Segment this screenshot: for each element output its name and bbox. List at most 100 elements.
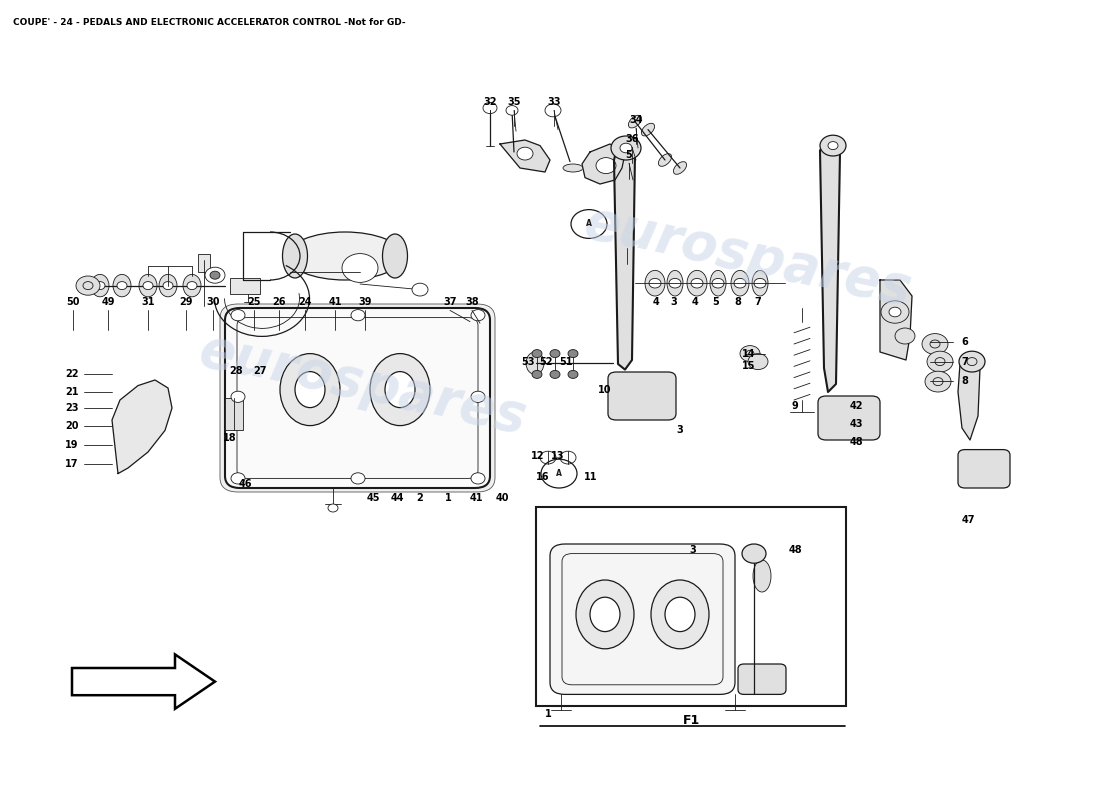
Text: 45: 45 [366, 493, 379, 502]
Polygon shape [958, 356, 980, 440]
Circle shape [568, 350, 578, 358]
Text: 8: 8 [961, 376, 968, 386]
Text: 3: 3 [676, 426, 683, 435]
Circle shape [560, 451, 576, 464]
Ellipse shape [280, 354, 340, 426]
Ellipse shape [183, 274, 201, 297]
Text: 5: 5 [713, 298, 719, 307]
Text: 49: 49 [101, 298, 114, 307]
Text: 40: 40 [495, 493, 508, 502]
Circle shape [517, 147, 534, 160]
Text: 39: 39 [359, 298, 372, 307]
Ellipse shape [385, 371, 415, 407]
Text: 48: 48 [849, 437, 862, 446]
Ellipse shape [754, 560, 771, 592]
Circle shape [959, 351, 985, 372]
Text: 51: 51 [559, 357, 573, 366]
Circle shape [734, 278, 746, 288]
Text: 9: 9 [792, 401, 799, 410]
Ellipse shape [651, 580, 710, 649]
Text: A: A [586, 219, 592, 229]
Circle shape [828, 142, 838, 150]
Ellipse shape [370, 354, 430, 426]
Text: 12: 12 [531, 451, 544, 461]
Text: 19: 19 [65, 440, 79, 450]
Text: 7: 7 [961, 357, 968, 366]
Text: eurospares: eurospares [580, 196, 916, 316]
Ellipse shape [139, 274, 157, 297]
Circle shape [532, 370, 542, 378]
FancyBboxPatch shape [738, 664, 786, 694]
Circle shape [925, 371, 952, 392]
Bar [198, 254, 210, 272]
Text: 30: 30 [207, 298, 220, 307]
Ellipse shape [732, 270, 749, 296]
Circle shape [881, 301, 909, 323]
Text: 10: 10 [598, 386, 612, 395]
Text: 5: 5 [626, 150, 632, 160]
Text: 6: 6 [961, 338, 968, 347]
FancyBboxPatch shape [550, 544, 735, 694]
Text: 22: 22 [65, 370, 79, 379]
Ellipse shape [91, 274, 109, 297]
Circle shape [544, 104, 561, 117]
Circle shape [187, 282, 197, 290]
Polygon shape [880, 280, 912, 360]
FancyBboxPatch shape [608, 372, 676, 420]
FancyBboxPatch shape [958, 450, 1010, 488]
Text: 15: 15 [742, 362, 756, 371]
Text: 35: 35 [507, 98, 520, 107]
Circle shape [351, 473, 365, 484]
Text: A: A [557, 469, 562, 478]
Circle shape [163, 282, 173, 290]
Circle shape [596, 158, 616, 174]
Text: 13: 13 [551, 451, 564, 461]
Circle shape [820, 135, 846, 156]
Ellipse shape [526, 352, 544, 374]
Circle shape [532, 350, 542, 358]
Circle shape [669, 278, 681, 288]
Text: 3: 3 [671, 298, 678, 307]
Text: 7: 7 [755, 298, 761, 307]
Text: 1: 1 [544, 709, 551, 718]
Circle shape [742, 544, 766, 563]
Circle shape [649, 278, 661, 288]
Ellipse shape [383, 234, 407, 278]
Text: 18: 18 [223, 434, 236, 443]
Bar [230, 278, 260, 294]
Circle shape [471, 391, 485, 402]
Ellipse shape [160, 274, 177, 297]
Circle shape [231, 310, 245, 321]
Text: 41: 41 [328, 298, 342, 307]
Text: 31: 31 [141, 298, 155, 307]
Circle shape [205, 267, 225, 283]
Text: 2: 2 [417, 493, 424, 502]
Text: F1: F1 [682, 714, 700, 726]
Text: 27: 27 [253, 366, 266, 376]
Polygon shape [820, 141, 840, 392]
Polygon shape [582, 144, 625, 184]
Text: 37: 37 [443, 298, 456, 307]
Text: 25: 25 [248, 298, 261, 307]
Circle shape [471, 473, 485, 484]
Circle shape [889, 307, 901, 317]
Text: 20: 20 [65, 421, 79, 430]
Circle shape [76, 276, 100, 295]
Ellipse shape [576, 580, 634, 649]
Ellipse shape [710, 270, 726, 296]
Circle shape [506, 106, 518, 115]
Text: 52: 52 [539, 357, 552, 366]
Circle shape [210, 271, 220, 279]
Text: 1: 1 [444, 493, 451, 502]
Text: 11: 11 [584, 472, 597, 482]
Text: COUPE' - 24 - PEDALS AND ELECTRONIC ACCELERATOR CONTROL -Not for GD-: COUPE' - 24 - PEDALS AND ELECTRONIC ACCE… [13, 18, 406, 26]
Text: 29: 29 [179, 298, 192, 307]
Ellipse shape [667, 270, 683, 296]
Circle shape [712, 278, 724, 288]
Text: 21: 21 [65, 387, 79, 397]
Text: 3: 3 [690, 546, 696, 555]
Bar [226, 398, 243, 430]
Ellipse shape [295, 371, 324, 407]
Ellipse shape [563, 164, 583, 172]
Text: 14: 14 [742, 349, 756, 358]
